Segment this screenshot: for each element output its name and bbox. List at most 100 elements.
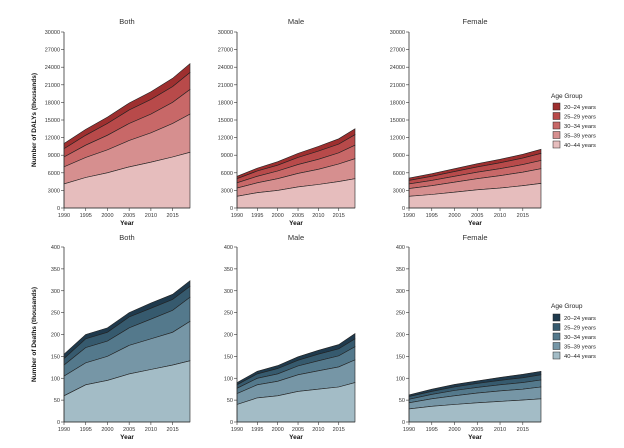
legend-swatch xyxy=(552,121,561,130)
panel-title: Male xyxy=(288,233,304,242)
y-tick-label: 400 xyxy=(396,245,405,251)
x-tick-label: 2015 xyxy=(517,427,529,433)
panel-title: Both xyxy=(119,17,134,26)
y-tick-label: 250 xyxy=(396,311,405,317)
x-tick-label: 2010 xyxy=(312,427,324,433)
y-tick-label: 150 xyxy=(51,354,60,360)
legend-swatch xyxy=(552,342,561,350)
y-tick-label: 300 xyxy=(396,289,405,295)
y-tick-label: 15000 xyxy=(45,118,60,124)
y-tick-label: 9000 xyxy=(48,153,60,159)
x-tick-label: 2015 xyxy=(333,427,345,433)
y-tick-label: 150 xyxy=(224,354,233,360)
x-tick-label: 2000 xyxy=(272,213,284,219)
x-tick-label: 2005 xyxy=(471,427,483,433)
y-tick-label: 27000 xyxy=(218,48,233,54)
legend-swatch xyxy=(552,313,561,322)
x-tick-label: 2010 xyxy=(494,427,506,433)
x-tick-label: 1990 xyxy=(403,427,415,433)
y-tick-label: 0 xyxy=(402,206,405,212)
legend-title: Age Group xyxy=(551,303,583,310)
x-axis-label: Year xyxy=(289,220,303,227)
legend-swatch xyxy=(552,112,561,120)
legend-label: 40–44 years xyxy=(564,143,596,149)
panel-title: Male xyxy=(288,17,304,26)
x-tick-label: 2010 xyxy=(494,213,506,219)
x-tick-label: 2000 xyxy=(448,213,460,219)
x-tick-label: 2010 xyxy=(312,213,324,219)
x-tick-label: 2010 xyxy=(145,427,157,433)
legend-label: 20–24 years xyxy=(564,316,596,322)
y-tick-label: 400 xyxy=(224,245,233,251)
y-tick-label: 250 xyxy=(51,311,60,317)
y-tick-label: 200 xyxy=(51,333,60,339)
y-tick-label: 12000 xyxy=(45,136,60,142)
x-tick-label: 1990 xyxy=(231,427,243,433)
legend-label: 30–34 years xyxy=(564,124,596,130)
y-tick-label: 15000 xyxy=(390,118,405,124)
y-tick-label: 100 xyxy=(51,376,60,382)
x-tick-label: 2010 xyxy=(145,213,157,219)
legend-label: 35–39 years xyxy=(564,134,596,140)
y-tick-label: 350 xyxy=(224,267,233,273)
legend-swatch xyxy=(552,131,561,139)
y-tick-label: 3000 xyxy=(221,188,233,194)
x-tick-label: 2005 xyxy=(123,427,135,433)
y-tick-label: 18000 xyxy=(218,100,233,106)
y-tick-label: 30000 xyxy=(45,30,60,36)
y-tick-label: 50 xyxy=(399,398,405,404)
x-tick-label: 2000 xyxy=(101,427,113,433)
legend-label: 35–39 years xyxy=(564,345,596,351)
y-tick-label: 21000 xyxy=(390,83,405,89)
y-tick-label: 24000 xyxy=(390,65,405,71)
x-tick-label: 1995 xyxy=(426,213,438,219)
x-tick-label: 1990 xyxy=(58,427,70,433)
x-tick-label: 1995 xyxy=(80,213,92,219)
y-tick-label: 0 xyxy=(230,206,233,212)
x-axis-label: Year xyxy=(120,434,134,441)
legend-swatch xyxy=(552,102,561,111)
y-tick-label: 27000 xyxy=(45,48,60,54)
y-tick-label: 24000 xyxy=(218,65,233,71)
y-tick-label: 100 xyxy=(224,376,233,382)
y-tick-label: 150 xyxy=(396,354,405,360)
y-axis-label: Number of DALYs (thousands) xyxy=(31,73,38,167)
y-tick-label: 200 xyxy=(224,333,233,339)
legend-label: 20–24 years xyxy=(564,105,596,111)
y-tick-label: 0 xyxy=(57,420,60,426)
x-tick-label: 2005 xyxy=(471,213,483,219)
legend-label: 25–29 years xyxy=(564,115,596,121)
y-tick-label: 12000 xyxy=(218,136,233,142)
x-tick-label: 2000 xyxy=(448,427,460,433)
y-tick-label: 18000 xyxy=(390,100,405,106)
x-tick-label: 2015 xyxy=(166,213,178,219)
x-tick-label: 1995 xyxy=(251,213,263,219)
y-tick-label: 300 xyxy=(224,289,233,295)
legend-swatch xyxy=(552,140,561,149)
y-tick-label: 200 xyxy=(396,333,405,339)
y-tick-label: 15000 xyxy=(218,118,233,124)
y-tick-label: 27000 xyxy=(390,48,405,54)
x-tick-label: 1990 xyxy=(58,213,70,219)
x-tick-label: 2005 xyxy=(123,213,135,219)
x-tick-label: 1995 xyxy=(251,427,263,433)
x-tick-label: 1995 xyxy=(80,427,92,433)
y-tick-label: 9000 xyxy=(393,153,405,159)
y-tick-label: 21000 xyxy=(218,83,233,89)
y-tick-label: 30000 xyxy=(390,30,405,36)
x-tick-label: 1995 xyxy=(426,427,438,433)
x-tick-label: 2015 xyxy=(333,213,345,219)
legend-label: 30–34 years xyxy=(564,335,596,341)
x-axis-label: Year xyxy=(120,220,134,227)
y-tick-label: 3000 xyxy=(48,188,60,194)
y-tick-label: 18000 xyxy=(45,100,60,106)
legend-label: 40–44 years xyxy=(564,354,596,360)
y-axis-label: Number of Deaths (thousands) xyxy=(31,287,38,382)
x-axis-label: Year xyxy=(468,220,482,227)
x-tick-label: 2015 xyxy=(166,427,178,433)
x-tick-label: 2000 xyxy=(101,213,113,219)
y-tick-label: 0 xyxy=(402,420,405,426)
x-axis-label: Year xyxy=(289,434,303,441)
x-tick-label: 1990 xyxy=(231,213,243,219)
